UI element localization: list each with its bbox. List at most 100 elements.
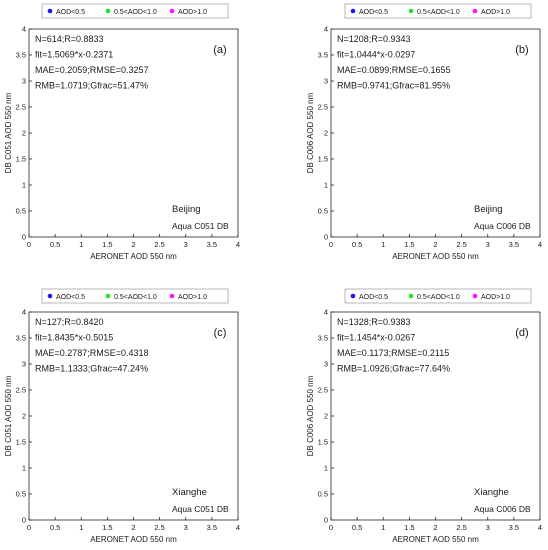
- x-axis-label: AERONET AOD 550 nm: [90, 252, 177, 261]
- axis-frame: [28, 311, 239, 521]
- axis-frame: [330, 28, 541, 238]
- site-label: Xianghe: [172, 487, 207, 498]
- legend: AOD<0.5 0.5<AOD<1.0 AOD>1.0: [344, 288, 532, 304]
- y-tick-label: 2: [324, 129, 328, 138]
- y-tick-label: 3.5: [318, 334, 328, 343]
- stats-line: N=127;R=0.8420: [35, 317, 104, 327]
- y-tick-label: 3.5: [16, 334, 26, 343]
- y-tick-label: 4: [22, 308, 26, 317]
- axis-frame: [330, 311, 541, 521]
- y-tick-label: 0.5: [16, 490, 26, 499]
- legend-label: AOD>1.0: [178, 294, 207, 301]
- legend-marker-high: [169, 293, 175, 299]
- x-tick-label: 2.5: [456, 523, 466, 532]
- x-tick-label: 2: [433, 240, 437, 249]
- stats-line: RMB=1.1333;Gfrac=47.24%: [35, 364, 148, 374]
- x-tick-label: 3: [486, 523, 490, 532]
- y-tick-label: 0: [324, 516, 328, 525]
- x-axis-label: AERONET AOD 550 nm: [392, 252, 479, 261]
- stats-line: MAE=0.2787;RMSE=0.4318: [35, 348, 149, 358]
- legend-label: AOD<0.5: [359, 9, 388, 16]
- y-axis-label: DB C051 AOD 550 nm: [4, 92, 13, 173]
- x-tick-label: 3: [184, 523, 188, 532]
- y-tick-label: 2.5: [16, 103, 26, 112]
- x-tick-label: 2.5: [154, 240, 164, 249]
- legend-marker-mid: [105, 8, 111, 14]
- stats-line: fit=1.8435*x-0.5015: [35, 333, 113, 343]
- legend-marker-low: [47, 8, 53, 14]
- panel-letter: (d): [515, 327, 528, 339]
- stats-line: N=1328;R=0.9383: [337, 317, 411, 327]
- stats-line: MAE=0.1173;RMSE=0.2115: [337, 348, 449, 358]
- x-tick-label: 2: [131, 240, 135, 249]
- x-tick-label: 1.5: [404, 240, 414, 249]
- x-tick-label: 0: [27, 240, 31, 249]
- legend-frame: [41, 288, 229, 304]
- y-tick-label: 4: [324, 308, 328, 317]
- y-tick-label: 1: [324, 464, 328, 473]
- product-label: Aqua C051 DB: [172, 221, 229, 231]
- y-tick-label: 3: [22, 360, 26, 369]
- y-tick-label: 0.5: [16, 207, 26, 216]
- y-tick-label: 0: [22, 516, 26, 525]
- stats-line: RMB=1.0926;Gfrac=77.64%: [337, 364, 450, 374]
- stats-line: fit=1.5069*x-0.2371: [35, 50, 113, 60]
- y-tick-label: 0: [22, 233, 26, 242]
- product-label: Aqua C051 DB: [172, 504, 229, 514]
- x-tick-label: 3.5: [207, 523, 217, 532]
- x-tick-label: 1: [381, 240, 385, 249]
- legend-marker-high: [169, 8, 175, 14]
- stats-line: MAE=0.0899;RMSE=0.1655: [337, 65, 451, 75]
- y-axis-label: DB C006 AOD 550 nm: [306, 92, 315, 173]
- y-tick-label: 4: [22, 25, 26, 34]
- y-tick-label: 4: [324, 25, 328, 34]
- legend-marker-mid: [408, 293, 414, 299]
- y-tick-label: 3: [324, 77, 328, 86]
- legend-label: AOD>1.0: [481, 9, 510, 16]
- y-tick-label: 0.5: [318, 490, 328, 499]
- panel-letter: (c): [214, 327, 227, 339]
- y-tick-label: 3.5: [318, 51, 328, 60]
- legend: AOD<0.5 0.5<AOD<1.0 AOD>1.0: [41, 288, 229, 304]
- y-tick-label: 3.5: [16, 51, 26, 60]
- site-label: Beijing: [474, 204, 503, 215]
- y-tick-label: 2.5: [318, 386, 328, 395]
- x-tick-label: 4: [236, 240, 240, 249]
- legend-label: AOD>1.0: [178, 9, 207, 16]
- panel-d: 0 0.5 1 1.5 2 2.5 3 3.5 4 0 0.5 1 1.5 2 2.5 3 3.5 4 AERONE…: [306, 288, 542, 544]
- y-tick-label: 2: [22, 129, 26, 138]
- x-tick-label: 4: [538, 240, 542, 249]
- x-tick-label: 3.5: [509, 523, 519, 532]
- legend: AOD<0.5 0.5<AOD<1.0 AOD>1.0: [344, 3, 532, 19]
- legend-label: AOD>1.0: [481, 294, 510, 301]
- x-tick-label: 2.5: [456, 240, 466, 249]
- legend-frame: [344, 3, 532, 19]
- y-axis-label: DB C051 AOD 550 nm: [4, 375, 13, 456]
- y-tick-label: 2.5: [16, 386, 26, 395]
- panel-letter: (b): [515, 44, 528, 56]
- y-tick-label: 0.5: [318, 207, 328, 216]
- x-tick-label: 0.5: [50, 523, 60, 532]
- x-axis-label: AERONET AOD 550 nm: [90, 535, 177, 544]
- legend-label: 0.5<AOD<1.0: [417, 294, 460, 301]
- x-tick-label: 1.5: [102, 523, 112, 532]
- legend-label: AOD<0.5: [56, 9, 85, 16]
- legend-marker-low: [350, 8, 356, 14]
- legend-marker-low: [47, 293, 53, 299]
- x-tick-label: 3: [184, 240, 188, 249]
- panel-a: 0 0.5 1 1.5 2 2.5 3 3.5 4 0 0.5 1 1.5 2 2.5 3 3.5 4 AERONE…: [4, 3, 240, 261]
- stats-line: fit=1.1454*x-0.0267: [337, 333, 415, 343]
- panel-b: 0 0.5 1 1.5 2 2.5 3 3.5 4 0 0.5 1 1.5 2 2.5 3 3.5 4 AERONE…: [306, 3, 542, 261]
- legend-marker-mid: [105, 293, 111, 299]
- x-tick-label: 2: [433, 523, 437, 532]
- panel-letter: (a): [213, 44, 226, 56]
- y-axis-label: DB C006 AOD 550 nm: [306, 375, 315, 456]
- y-tick-label: 2: [324, 412, 328, 421]
- stats-line: fit=1.0444*x-0.0297: [337, 50, 415, 60]
- y-tick-label: 1: [324, 181, 328, 190]
- legend-label: 0.5<AOD<1.0: [114, 294, 157, 301]
- panel-c: 0 0.5 1 1.5 2 2.5 3 3.5 4 0 0.5 1 1.5 2 2.5 3 3.5 4 AERONE…: [4, 288, 240, 544]
- y-tick-label: 2.5: [318, 103, 328, 112]
- y-tick-label: 1.5: [318, 438, 328, 447]
